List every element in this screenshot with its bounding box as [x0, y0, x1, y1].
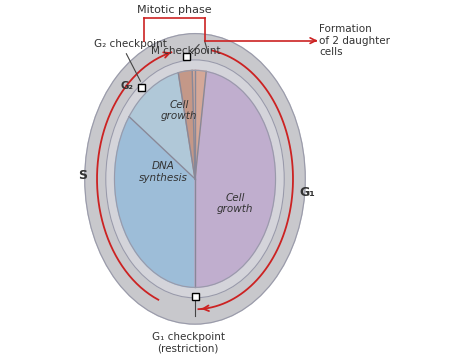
Text: Cell
growth: Cell growth	[217, 192, 254, 214]
Polygon shape	[115, 117, 195, 287]
Ellipse shape	[106, 60, 284, 298]
FancyBboxPatch shape	[183, 53, 191, 60]
Ellipse shape	[85, 34, 305, 324]
Text: G₂ checkpoint: G₂ checkpoint	[93, 39, 166, 49]
Text: G₁: G₁	[300, 186, 316, 199]
Polygon shape	[178, 70, 195, 179]
FancyBboxPatch shape	[191, 293, 199, 300]
Polygon shape	[195, 70, 275, 287]
Text: Cell
growth: Cell growth	[161, 100, 198, 121]
Polygon shape	[192, 70, 206, 179]
Text: DNA
synthesis: DNA synthesis	[139, 161, 188, 183]
Text: M checkpoint: M checkpoint	[151, 46, 220, 56]
Text: S: S	[79, 169, 88, 182]
Text: G₁ checkpoint
(restriction): G₁ checkpoint (restriction)	[152, 332, 225, 354]
Text: G₂: G₂	[120, 81, 133, 91]
Text: Formation
of 2 daughter
cells: Formation of 2 daughter cells	[319, 24, 390, 57]
Polygon shape	[129, 70, 195, 179]
Text: Mitotic phase: Mitotic phase	[137, 5, 211, 15]
FancyBboxPatch shape	[138, 84, 146, 91]
